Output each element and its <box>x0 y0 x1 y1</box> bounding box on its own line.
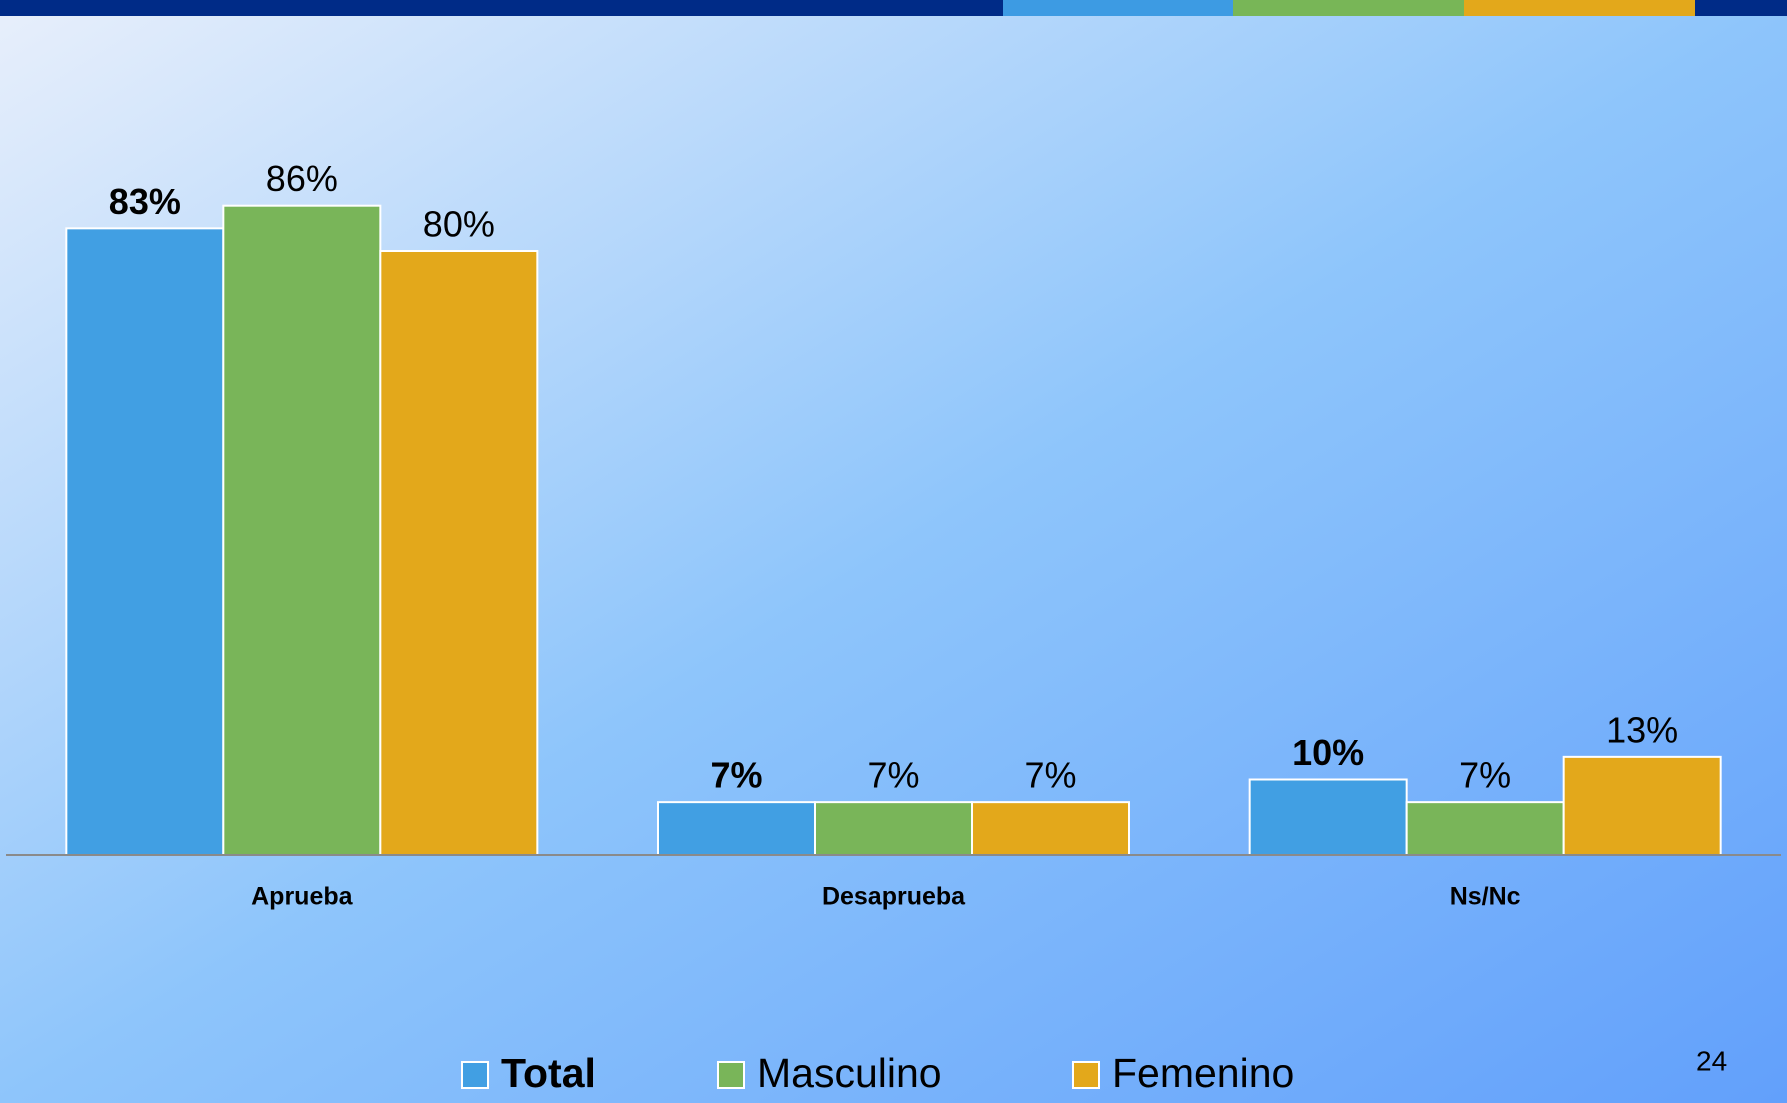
top-stripe <box>0 0 1003 16</box>
value-label: 13% <box>1606 709 1678 750</box>
value-label: 7% <box>1024 755 1076 796</box>
x-tick-label: Desaprueba <box>822 883 966 911</box>
bar <box>657 801 816 857</box>
top-stripe <box>1464 0 1695 16</box>
top-stripe <box>1003 0 1233 16</box>
bar <box>222 204 382 856</box>
value-label: 7% <box>1459 755 1511 796</box>
bar <box>1405 801 1565 857</box>
top-stripe <box>1695 0 1787 16</box>
legend-label: Masculino <box>757 1050 942 1096</box>
bar <box>379 250 539 856</box>
bar <box>971 801 1130 857</box>
bar <box>814 801 973 857</box>
top-stripe <box>1233 0 1464 16</box>
legend-swatch <box>1072 1061 1100 1089</box>
value-label: 10% <box>1292 732 1364 773</box>
bar <box>65 227 225 857</box>
value-label: 86% <box>266 158 338 199</box>
legend-label: Total <box>501 1050 596 1096</box>
value-label: 7% <box>710 755 762 796</box>
legend-swatch <box>461 1061 489 1089</box>
value-label: 7% <box>867 755 919 796</box>
x-tick-label: Ns/Nc <box>1450 883 1521 911</box>
value-label: 83% <box>109 181 181 222</box>
bar <box>1248 778 1408 856</box>
x-tick-label: Aprueba <box>251 883 354 911</box>
value-label: 80% <box>423 204 495 245</box>
legend-label: Femenino <box>1112 1050 1294 1096</box>
page-number: 24 <box>1696 1045 1727 1076</box>
legend-swatch <box>717 1061 745 1089</box>
bar <box>1562 755 1722 856</box>
